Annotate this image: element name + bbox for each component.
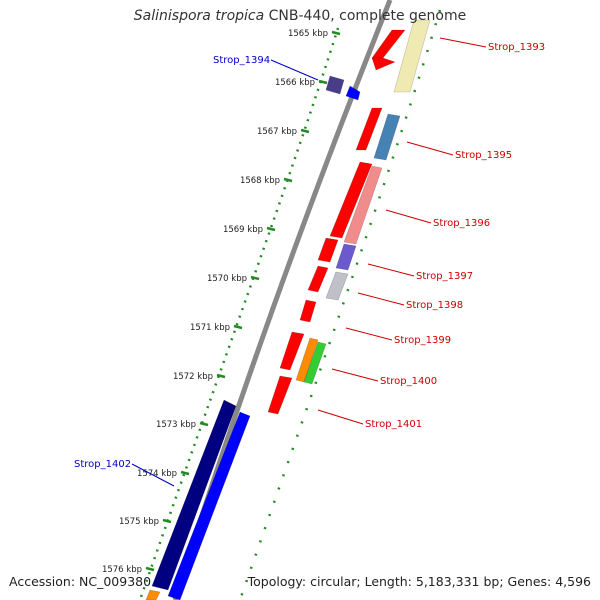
tick-label: 1576 kbp xyxy=(102,565,142,575)
gene-label-strop-1394[interactable]: Strop_1394 xyxy=(213,55,270,66)
gene-strop-1402-b[interactable] xyxy=(167,411,251,600)
gene-label-strop-1402[interactable]: Strop_1402 xyxy=(74,459,131,470)
gene-label-leader xyxy=(317,409,364,425)
tick-mark xyxy=(180,470,190,476)
tick-label: 1573 kbp xyxy=(156,420,196,430)
gene-label-leader xyxy=(270,59,319,81)
gene-fragment-bottom[interactable] xyxy=(145,589,161,600)
gene-label-strop-1396[interactable]: Strop_1396 xyxy=(433,218,490,229)
gene-strop-1398-a[interactable] xyxy=(307,265,329,293)
gene-label-leader xyxy=(406,141,454,156)
gene-strop-1399[interactable] xyxy=(299,299,317,323)
gene-strop-1396-b[interactable] xyxy=(343,165,383,245)
accession-text: Accession: NC_009380 xyxy=(9,574,152,589)
tick-mark xyxy=(233,324,243,330)
tick-label: 1575 kbp xyxy=(119,517,159,527)
tick-label: 1569 kbp xyxy=(223,225,263,235)
gene-strop-1401[interactable] xyxy=(267,375,293,415)
tick-label: 1568 kbp xyxy=(240,176,280,186)
tick-mark xyxy=(162,518,172,524)
gene-strop-1393-arrowhead[interactable] xyxy=(371,57,396,71)
title-strain: CNB-440, complete genome xyxy=(268,8,467,24)
gene-strop-1394-b[interactable] xyxy=(345,85,361,101)
gene-strop-1402-a[interactable] xyxy=(151,399,237,591)
tick-label: 1567 kbp xyxy=(257,127,297,137)
gene-label-leader xyxy=(357,292,405,306)
tick-label: 1565 kbp xyxy=(288,29,328,39)
gene-label-strop-1400[interactable]: Strop_1400 xyxy=(380,376,437,387)
tick-mark xyxy=(318,79,328,85)
gene-strop-1395-a[interactable] xyxy=(355,107,383,151)
gene-label-strop-1401[interactable]: Strop_1401 xyxy=(365,419,422,430)
gene-label-strop-1398[interactable]: Strop_1398 xyxy=(406,300,463,311)
gene-label-leader xyxy=(439,37,487,48)
gene-label-leader xyxy=(345,327,393,341)
gene-strop-1395-b[interactable] xyxy=(373,113,401,161)
tick-mark xyxy=(199,421,209,427)
tick-mark xyxy=(145,566,155,572)
gene-label-strop-1397[interactable]: Strop_1397 xyxy=(416,271,473,282)
gene-strop-1393-overlap[interactable] xyxy=(393,19,431,93)
tick-label: 1570 kbp xyxy=(207,274,247,284)
title-species: Salinispora tropica xyxy=(133,8,265,24)
tick-mark xyxy=(250,275,260,281)
tick-mark xyxy=(266,226,276,232)
gene-strop-1397-b[interactable] xyxy=(335,243,357,271)
gene-label-leader xyxy=(131,463,175,487)
tick-mark xyxy=(216,373,226,379)
gene-strop-1400-a[interactable] xyxy=(279,331,305,371)
tick-mark xyxy=(300,128,310,134)
gene-label-strop-1393[interactable]: Strop_1393 xyxy=(488,42,545,53)
gene-strop-1400-c[interactable] xyxy=(303,341,327,385)
topology-text: Topology: circular; Length: 5,183,331 bp… xyxy=(247,574,591,589)
gene-label-leader xyxy=(367,263,415,277)
tick-label: 1574 kbp xyxy=(137,469,177,479)
tick-mark xyxy=(331,30,341,36)
tick-label: 1572 kbp xyxy=(173,372,213,382)
gene-strop-1397-a[interactable] xyxy=(317,237,339,263)
gene-strop-1394-a[interactable] xyxy=(325,75,345,95)
tick-label: 1566 kbp xyxy=(275,78,315,88)
gene-label-strop-1399[interactable]: Strop_1399 xyxy=(394,335,451,346)
map-title: Salinispora tropica CNB-440, complete ge… xyxy=(0,8,600,24)
tick-mark xyxy=(283,177,293,183)
gene-label-leader xyxy=(331,368,379,382)
gene-label-strop-1395[interactable]: Strop_1395 xyxy=(455,150,512,161)
tick-line xyxy=(138,27,340,600)
tick-label: 1571 kbp xyxy=(190,323,230,333)
gene-label-leader xyxy=(385,209,432,224)
gene-strop-1398-b[interactable] xyxy=(325,271,349,301)
gene-strop-1396-a[interactable] xyxy=(329,161,373,239)
